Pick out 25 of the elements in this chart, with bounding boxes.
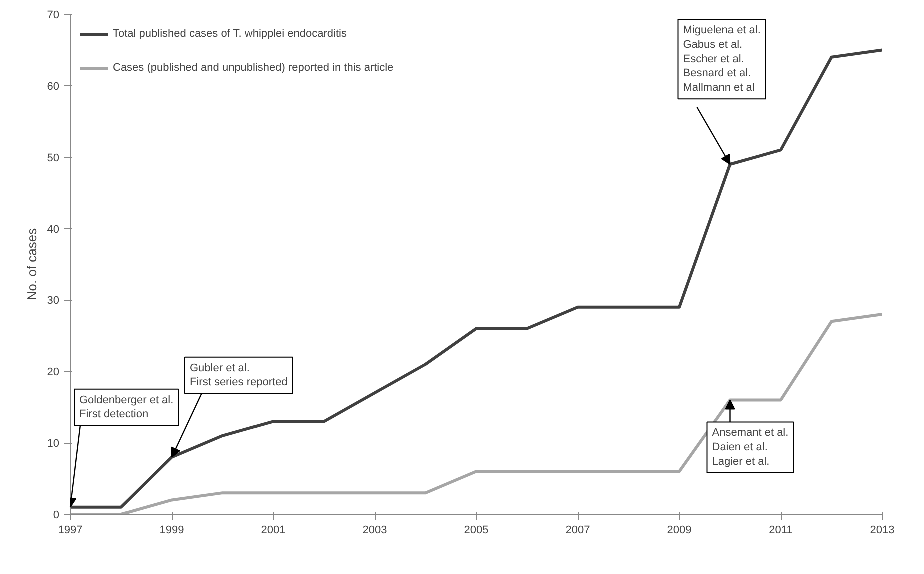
- line-series: [70, 48, 882, 509]
- y-tick-label: 20: [47, 366, 60, 379]
- y-tick-label: 60: [47, 80, 60, 93]
- x-tick-label: 2007: [566, 524, 590, 536]
- annotation: Miguelena et al. Gabus et al. Escher et al. Besnard et al. Mallmann et al: [683, 24, 761, 94]
- annotation: Goldenberger et al. First detection: [80, 394, 174, 421]
- legend-label: Cases (published and unpublished) reported in this article: [113, 62, 394, 74]
- x-tick-label: 1997: [58, 524, 83, 536]
- x-tick-label: 1999: [160, 524, 184, 536]
- legend-label: Total published cases of T. whipplei endocarditis: [113, 28, 347, 40]
- y-tick-label: 70: [47, 10, 60, 22]
- x-tick-label: 2013: [870, 524, 895, 536]
- y-tick-label: 10: [47, 438, 60, 450]
- annotation: Ansemant et al. Daien et al. Lagier et al.: [712, 427, 789, 468]
- y-tick-label: 50: [47, 152, 60, 164]
- y-axis-title: No. of cases: [24, 228, 40, 301]
- x-tick-label: 2005: [464, 524, 489, 536]
- x-tick-label: 2001: [261, 524, 286, 536]
- y-tick-label: 30: [47, 295, 60, 308]
- x-tick-label: 2009: [667, 524, 692, 536]
- y-tick-label: 40: [47, 224, 60, 236]
- annotation: Gubler et al. First series reported: [190, 362, 288, 389]
- x-tick-label: 2011: [769, 524, 793, 536]
- x-tick-label: 2003: [362, 524, 388, 536]
- y-tick-label: 0: [53, 510, 60, 522]
